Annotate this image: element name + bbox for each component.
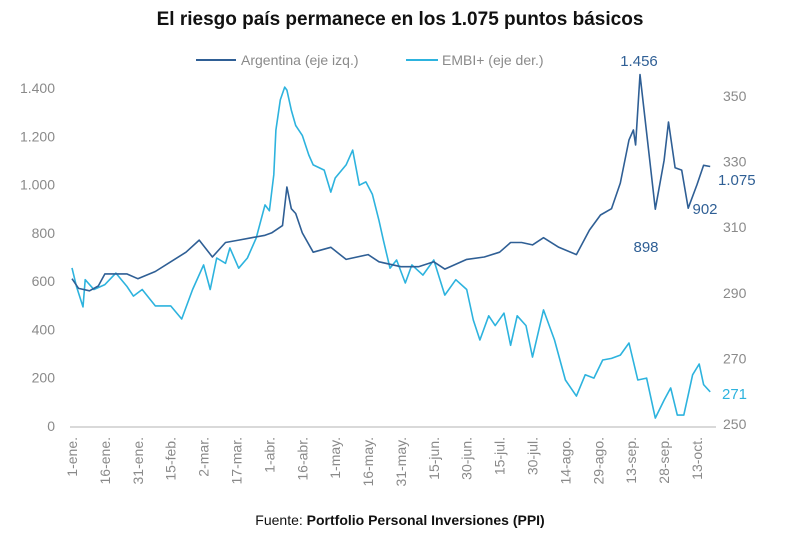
y-right-tick-label: 250 [723,416,747,432]
x-tick-label: 16-ene. [97,437,113,484]
legend-label-embi: EMBI+ (eje der.) [442,52,544,68]
series-line-argentina [71,73,711,292]
y-right-tick-label: 310 [723,219,747,235]
x-tick-label: 15-jun. [426,437,442,480]
y-left-tick-label: 600 [32,273,56,289]
annotation-argentina-last: 1.075 [718,172,756,189]
y-left-tick-label: 800 [32,225,56,241]
source-label: Fuente: [255,512,302,528]
y-left-tick-label: 0 [47,418,55,434]
legend: Argentina (eje izq.) EMBI+ (eje der.) [196,52,544,68]
y-left-tick-label: 1.000 [20,177,55,193]
y-right-tick-label: 330 [723,154,747,170]
y-left-tick-label: 200 [32,370,56,386]
x-tick-label: 1-may. [327,437,343,479]
annotation-argentina-min-2: 902 [692,201,717,218]
y-axis-right: 250 270 290 310 330 350 [723,88,747,432]
annotation-embi-last: 271 [722,386,747,403]
x-tick-label: 31-ene. [130,437,146,484]
chart-title: El riesgo país permanece en los 1.075 pu… [157,9,644,30]
x-tick-label: 15-jul. [492,437,508,475]
y-left-tick-label: 1.400 [20,80,55,96]
legend-label-argentina: Argentina (eje izq.) [241,52,359,68]
x-tick-label: 29-ago. [590,437,606,484]
annotations: 1.456 898 902 1.075 271 [620,53,755,403]
x-tick-label: 13-sep. [623,437,639,484]
x-tick-label: 1-ene. [64,437,80,477]
y-right-tick-label: 350 [723,88,747,104]
y-axis-left: 0 200 400 600 800 1.000 1.200 1.400 [20,80,55,434]
x-tick-label: 30-jul. [525,437,541,475]
plot-area [71,73,711,419]
x-tick-label: 16-abr. [294,437,310,481]
x-tick-label: 14-ago. [557,437,573,484]
x-tick-label: 30-jun. [459,437,475,480]
x-tick-label: 16-may. [360,437,376,487]
y-right-tick-label: 270 [723,350,747,366]
y-left-tick-label: 400 [32,321,56,337]
annotation-argentina-min-1: 898 [633,239,658,256]
x-tick-label: 28-sep. [656,437,672,484]
x-axis: 1-ene. 16-ene. 31-ene. 15-feb. 2-mar. 17-mar.… [64,437,705,487]
x-tick-label: 15-feb. [163,437,179,481]
y-right-tick-label: 290 [723,285,747,301]
x-tick-label: 31-may. [393,437,409,487]
x-tick-label: 17-mar. [228,437,244,484]
series-line-embi [71,86,711,419]
x-tick-label: 1-abr. [261,437,277,473]
y-left-tick-label: 1.200 [20,128,55,144]
x-tick-label: 13-oct. [689,437,705,480]
source-note: Fuente: Portfolio Personal Inversiones (… [255,512,544,528]
annotation-argentina-max: 1.456 [620,53,658,70]
x-tick-label: 2-mar. [196,437,212,477]
source-name: Portfolio Personal Inversiones (PPI) [307,512,545,528]
